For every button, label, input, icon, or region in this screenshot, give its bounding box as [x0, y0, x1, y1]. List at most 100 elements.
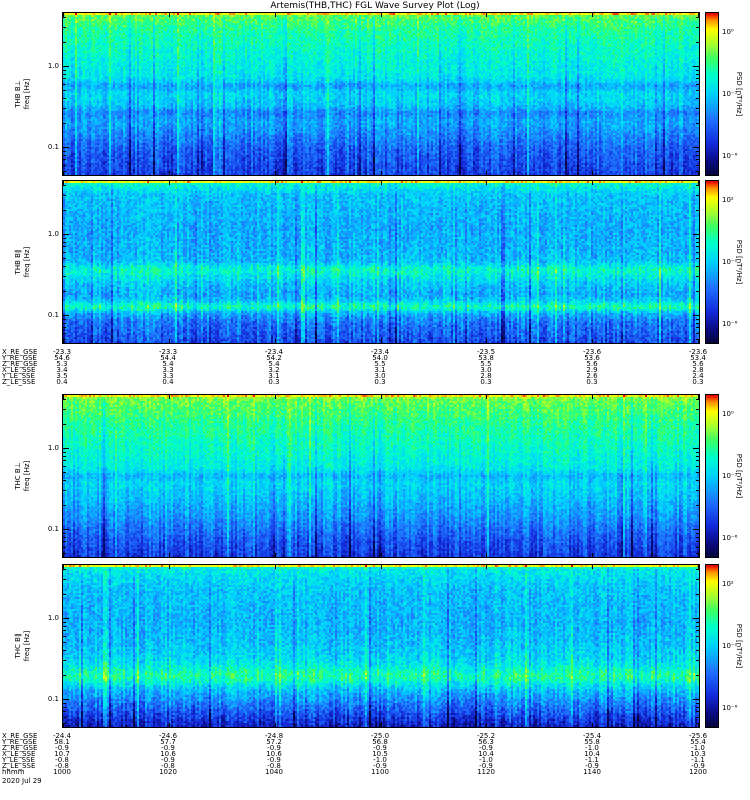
ephemeris-value: -23.4: [370, 348, 390, 356]
tick-mark: [63, 460, 66, 462]
tick-mark: [696, 108, 699, 110]
tick-mark: [63, 327, 66, 329]
ephemeris-value: 53.4: [690, 354, 706, 362]
tick-mark: [63, 553, 66, 555]
y-axis-label-thc-bperp: THC B⊥ freq [Hz]: [14, 461, 32, 492]
ephemeris-value: -1.1: [585, 756, 599, 764]
thc-bperp-spectrogram-canvas: [63, 395, 699, 557]
ephemeris-row-label: Z_LE_SSE: [2, 762, 36, 770]
tick-mark: [63, 246, 66, 248]
tick-mark: [696, 332, 699, 334]
tick-mark: [63, 150, 66, 152]
tick-mark: [696, 621, 699, 623]
thb-bperp-spectrogram-canvas: [63, 13, 699, 175]
tick-mark: [592, 565, 593, 569]
tick-mark: [693, 314, 699, 316]
tick-mark: [696, 504, 699, 506]
tick-mark: [63, 455, 66, 457]
tick-mark: [696, 164, 699, 166]
colorbar-tick-label: 10²: [722, 196, 734, 205]
tick-mark: [63, 322, 66, 324]
tick-mark: [696, 41, 699, 43]
tick-mark: [592, 13, 593, 17]
ephemeris-value: 10.3: [690, 750, 706, 758]
y-tick-label: 0.1: [47, 142, 59, 151]
tick-mark: [696, 480, 699, 482]
ephemeris-row-label: Y_LE_SSE: [2, 756, 35, 764]
freq-axis-label: freq [Hz]: [23, 246, 31, 278]
ephemeris-row: X_LE_SSE 3.4 3.3 3.2 3.1 3.0 2.9 2.8: [0, 366, 750, 374]
tick-mark: [696, 553, 699, 555]
tick-mark: [696, 171, 699, 173]
tick-mark: [169, 13, 170, 17]
ephemeris-value: 0.4: [56, 378, 68, 386]
tick-mark: [63, 409, 66, 411]
time-axis-row: hhmm 1000 1020 1040 1100 1120 1140 1200: [0, 768, 750, 776]
tick-mark: [63, 98, 66, 100]
tick-mark: [693, 617, 699, 619]
ephemeris-value: 0.3: [692, 378, 704, 386]
freq-axis-label: freq [Hz]: [23, 78, 31, 110]
ephemeris-value: -0.8: [55, 756, 69, 764]
tick-mark: [63, 258, 66, 260]
ephemeris-value: -1.0: [373, 756, 387, 764]
ephemeris-value: 55.8: [584, 738, 600, 746]
ephemeris-value: -1.0: [479, 756, 493, 764]
ephemeris-value: -0.9: [373, 762, 387, 770]
ephemeris-value: 58.1: [54, 738, 70, 746]
date-label: 2020 Jul 29: [2, 777, 42, 785]
ephemeris-row: Z_RE_GSE 5.3 5.4 5.4 5.5 5.5 5.6 5.6: [0, 360, 750, 368]
tick-mark: [696, 237, 699, 239]
tick-mark: [381, 723, 382, 727]
tick-mark: [63, 660, 66, 662]
tick-mark: [696, 159, 699, 161]
colorbar-tick-label: 10²: [722, 580, 734, 589]
ephemeris-value: 3.1: [268, 372, 280, 380]
tick-mark: [275, 171, 276, 175]
tick-mark: [698, 565, 699, 569]
tick-mark: [592, 339, 593, 343]
tick-mark: [693, 447, 699, 449]
tick-mark: [63, 276, 66, 278]
ephemeris-value: -0.9: [161, 744, 175, 752]
tick-mark: [486, 13, 487, 17]
tick-mark: [696, 569, 699, 571]
tick-mark: [696, 98, 699, 100]
tick-mark: [696, 541, 699, 543]
ephemeris-value: -0.8: [161, 762, 175, 770]
tick-mark: [696, 451, 699, 453]
colorbar-thc-bpara: [705, 564, 719, 728]
tick-mark: [275, 723, 276, 727]
y-tick-label: 1.0: [47, 229, 59, 238]
ephemeris-value: 3.1: [374, 366, 386, 374]
tick-mark: [63, 490, 66, 492]
ephemeris-value: 5.4: [268, 360, 280, 368]
tick-mark: [63, 266, 66, 268]
ephemeris-value: -23.6: [688, 348, 708, 356]
tick-mark: [486, 181, 487, 185]
tick-mark: [63, 465, 66, 467]
tick-mark: [63, 83, 66, 85]
ephemeris-row: Y_RE_GSE 58.1 57.7 57.2 56.8 56.3 55.8 55.4: [0, 738, 750, 746]
ephemeris-value: 56.3: [478, 738, 494, 746]
tick-mark: [696, 290, 699, 292]
tick-mark: [63, 579, 66, 581]
ephemeris-value: 1000: [53, 768, 71, 776]
spectrogram-panel-thb-bpara: THB B∥ freq [Hz] PSD [nT²/Hz] 1.0 0.1 10² 1…: [14, 180, 743, 344]
y-axis-label-thb-bperp: THB B⊥ freq [Hz]: [14, 79, 32, 110]
ephemeris-value: 10.7: [54, 750, 70, 758]
ephemeris-value: -0.9: [373, 744, 387, 752]
tick-mark: [486, 553, 487, 557]
ephemeris-value: -1.0: [585, 744, 599, 752]
tick-mark: [63, 569, 66, 571]
tick-mark: [381, 181, 382, 185]
tick-mark: [63, 536, 66, 538]
ephemeris-value: -24.8: [264, 732, 284, 740]
plot-title: Artemis(THB,THC) FGL Wave Survey Plot (L…: [270, 1, 480, 11]
tick-mark: [696, 642, 699, 644]
tick-mark: [63, 90, 66, 92]
tick-mark: [63, 565, 64, 569]
ephemeris-value: 1200: [689, 768, 707, 776]
tick-mark: [381, 565, 382, 569]
tick-mark: [696, 27, 699, 29]
